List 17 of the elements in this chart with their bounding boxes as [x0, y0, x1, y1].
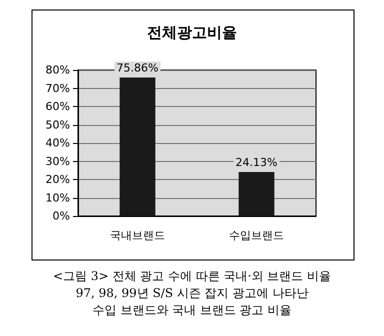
text: <그림 3> 전체 광고 수에 따른 국내·외 브랜드 비율 — [52, 269, 332, 283]
text: 97, 98, 99년 S/S 시즌 잡지 광고에 나타난 — [76, 286, 308, 300]
x-tick-label: 국내브랜드 — [110, 229, 165, 242]
y-tick-label: 50% — [46, 118, 70, 132]
data-label: 24.13% — [236, 156, 278, 169]
y-tick-label: 40% — [46, 136, 70, 150]
y-tick-label: 60% — [46, 100, 70, 113]
y-tick-label: 70% — [46, 82, 70, 95]
chart-title: 전체광고비율 — [147, 24, 237, 42]
y-tick-label: 10% — [46, 191, 70, 204]
data-label: 75.86% — [116, 62, 158, 75]
y-tick-label: 20% — [46, 173, 70, 186]
x-tick-label: 수입브랜드 — [229, 229, 284, 242]
text: 수입 브랜드와 국내 브랜드 광고 비율 — [92, 303, 292, 317]
y-tick-label: 0% — [52, 210, 70, 222]
y-tick-label: 80% — [46, 64, 70, 76]
y-tick-label: 30% — [46, 154, 70, 168]
